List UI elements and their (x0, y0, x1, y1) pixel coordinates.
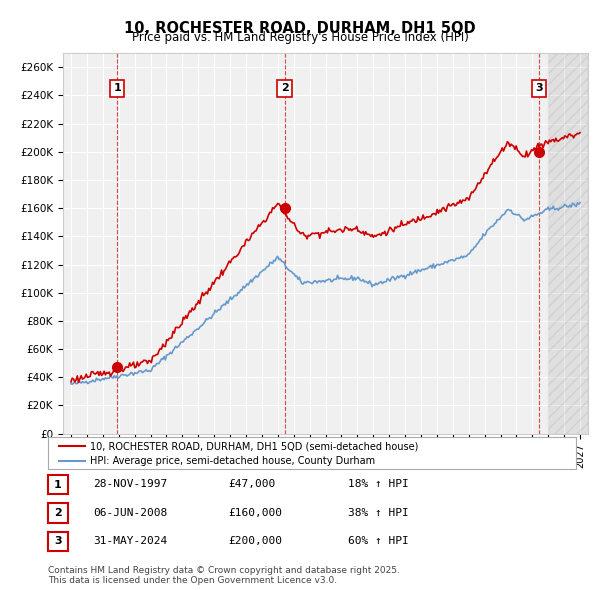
Text: 2: 2 (281, 83, 289, 93)
Text: 06-JUN-2008: 06-JUN-2008 (93, 508, 167, 517)
Text: HPI: Average price, semi-detached house, County Durham: HPI: Average price, semi-detached house,… (90, 456, 376, 466)
Text: Price paid vs. HM Land Registry's House Price Index (HPI): Price paid vs. HM Land Registry's House … (131, 31, 469, 44)
Text: 10, ROCHESTER ROAD, DURHAM, DH1 5QD: 10, ROCHESTER ROAD, DURHAM, DH1 5QD (124, 21, 476, 35)
Text: 1: 1 (113, 83, 121, 93)
Text: 2: 2 (54, 508, 62, 518)
Text: 3: 3 (54, 536, 62, 546)
Text: 38% ↑ HPI: 38% ↑ HPI (348, 508, 409, 517)
Text: 31-MAY-2024: 31-MAY-2024 (93, 536, 167, 546)
Text: £160,000: £160,000 (228, 508, 282, 517)
Text: 28-NOV-1997: 28-NOV-1997 (93, 480, 167, 489)
Text: 18% ↑ HPI: 18% ↑ HPI (348, 480, 409, 489)
Text: Contains HM Land Registry data © Crown copyright and database right 2025.
This d: Contains HM Land Registry data © Crown c… (48, 566, 400, 585)
Text: £200,000: £200,000 (228, 536, 282, 546)
Text: 1: 1 (54, 480, 62, 490)
Text: 3: 3 (535, 83, 542, 93)
Text: 10, ROCHESTER ROAD, DURHAM, DH1 5QD (semi-detached house): 10, ROCHESTER ROAD, DURHAM, DH1 5QD (sem… (90, 441, 419, 451)
Text: 60% ↑ HPI: 60% ↑ HPI (348, 536, 409, 546)
Text: £47,000: £47,000 (228, 480, 275, 489)
